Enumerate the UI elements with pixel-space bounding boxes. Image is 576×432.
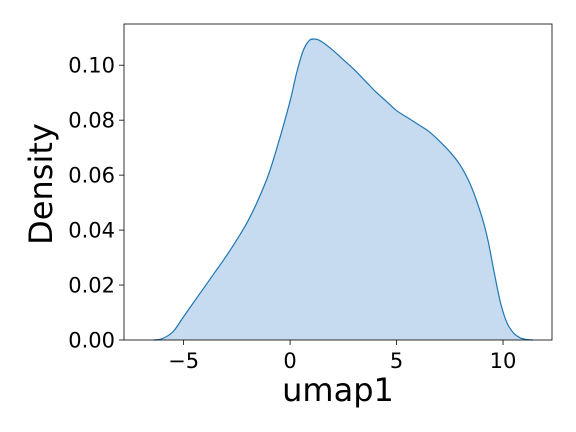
x-axis-label: umap1 [282,371,394,409]
x-tick-label: 5 [390,349,403,373]
x-tick-label: −5 [168,349,199,373]
plot-area [153,38,533,341]
y-tick-label: 0.08 [68,109,115,133]
y-tick-label: 0.02 [68,274,115,298]
y-tick-label: 0.10 [68,54,115,78]
x-tick-label: 0 [283,349,296,373]
y-axis-label: Density [22,123,60,245]
axes: −5 0 5 10 0.00 0.02 0.04 0.06 0.08 0.10 [68,23,553,373]
density-area-fill [153,38,533,341]
plot-frame [123,23,553,341]
y-tick-label: 0.00 [68,329,115,353]
y-tick-label: 0.04 [68,219,115,243]
y-tick-label: 0.06 [68,164,115,188]
x-tick-label: 10 [490,349,517,373]
density-curve-line [153,38,533,341]
